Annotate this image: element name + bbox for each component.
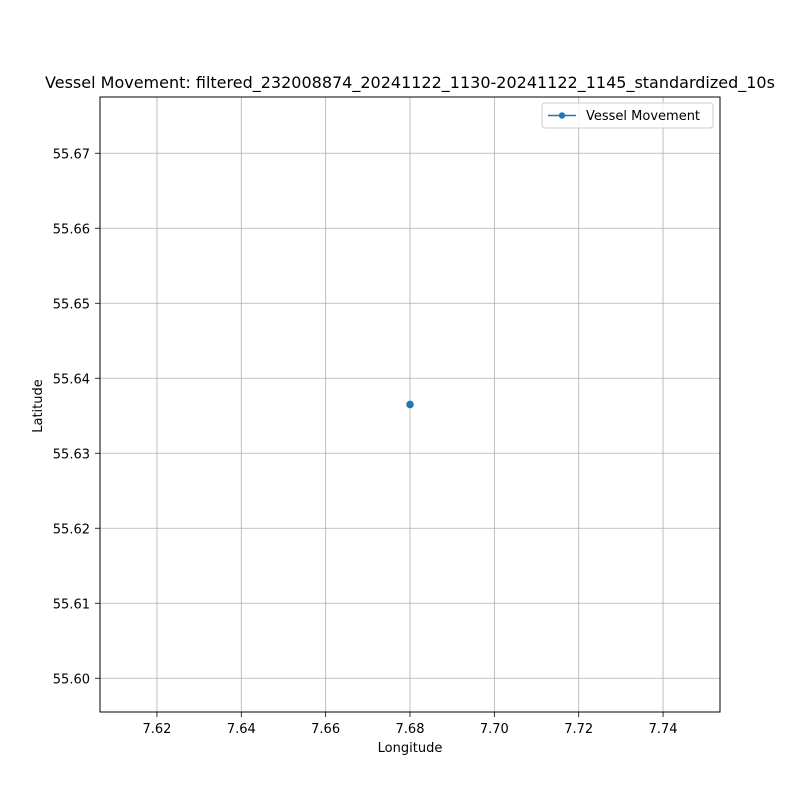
legend-box — [541, 102, 714, 129]
legend-marker-swatch — [558, 112, 566, 119]
y-tick-label: 55.61 — [53, 597, 90, 612]
x-tick-label: 7.72 — [564, 722, 593, 737]
x-tick-label: 7.74 — [649, 722, 678, 737]
axes — [95, 96, 721, 717]
legend: Vessel Movement — [541, 102, 714, 129]
plot-frame — [99, 96, 721, 713]
y-axis-label: Latitude — [31, 379, 46, 433]
chart-title: Vessel Movement: filtered_232008874_2024… — [45, 73, 775, 93]
x-tick-label: 7.64 — [227, 722, 256, 737]
tick-labels: 7.62 7.64 7.66 7.68 7.70 7.72 7.74 55.60 55.61 55… — [53, 147, 678, 737]
x-axis-label: Longitude — [378, 741, 443, 756]
y-tick-label: 55.62 — [53, 522, 90, 537]
y-tick-label: 55.64 — [53, 372, 90, 387]
x-tick-label: 7.66 — [311, 722, 340, 737]
grid-lines — [100, 97, 720, 712]
x-tick-label: 7.62 — [142, 722, 171, 737]
y-tick-label: 55.63 — [53, 447, 90, 462]
x-tick-label: 7.70 — [480, 722, 509, 737]
y-tick-label: 55.60 — [53, 672, 90, 687]
y-tick-label: 55.66 — [53, 222, 90, 237]
x-tick-label: 7.68 — [396, 722, 425, 737]
data-point — [406, 400, 414, 409]
y-tick-label: 55.65 — [53, 297, 90, 312]
y-tick-label: 55.67 — [53, 147, 90, 162]
series-layer — [406, 400, 414, 409]
legend-label: Vessel Movement — [586, 109, 700, 124]
